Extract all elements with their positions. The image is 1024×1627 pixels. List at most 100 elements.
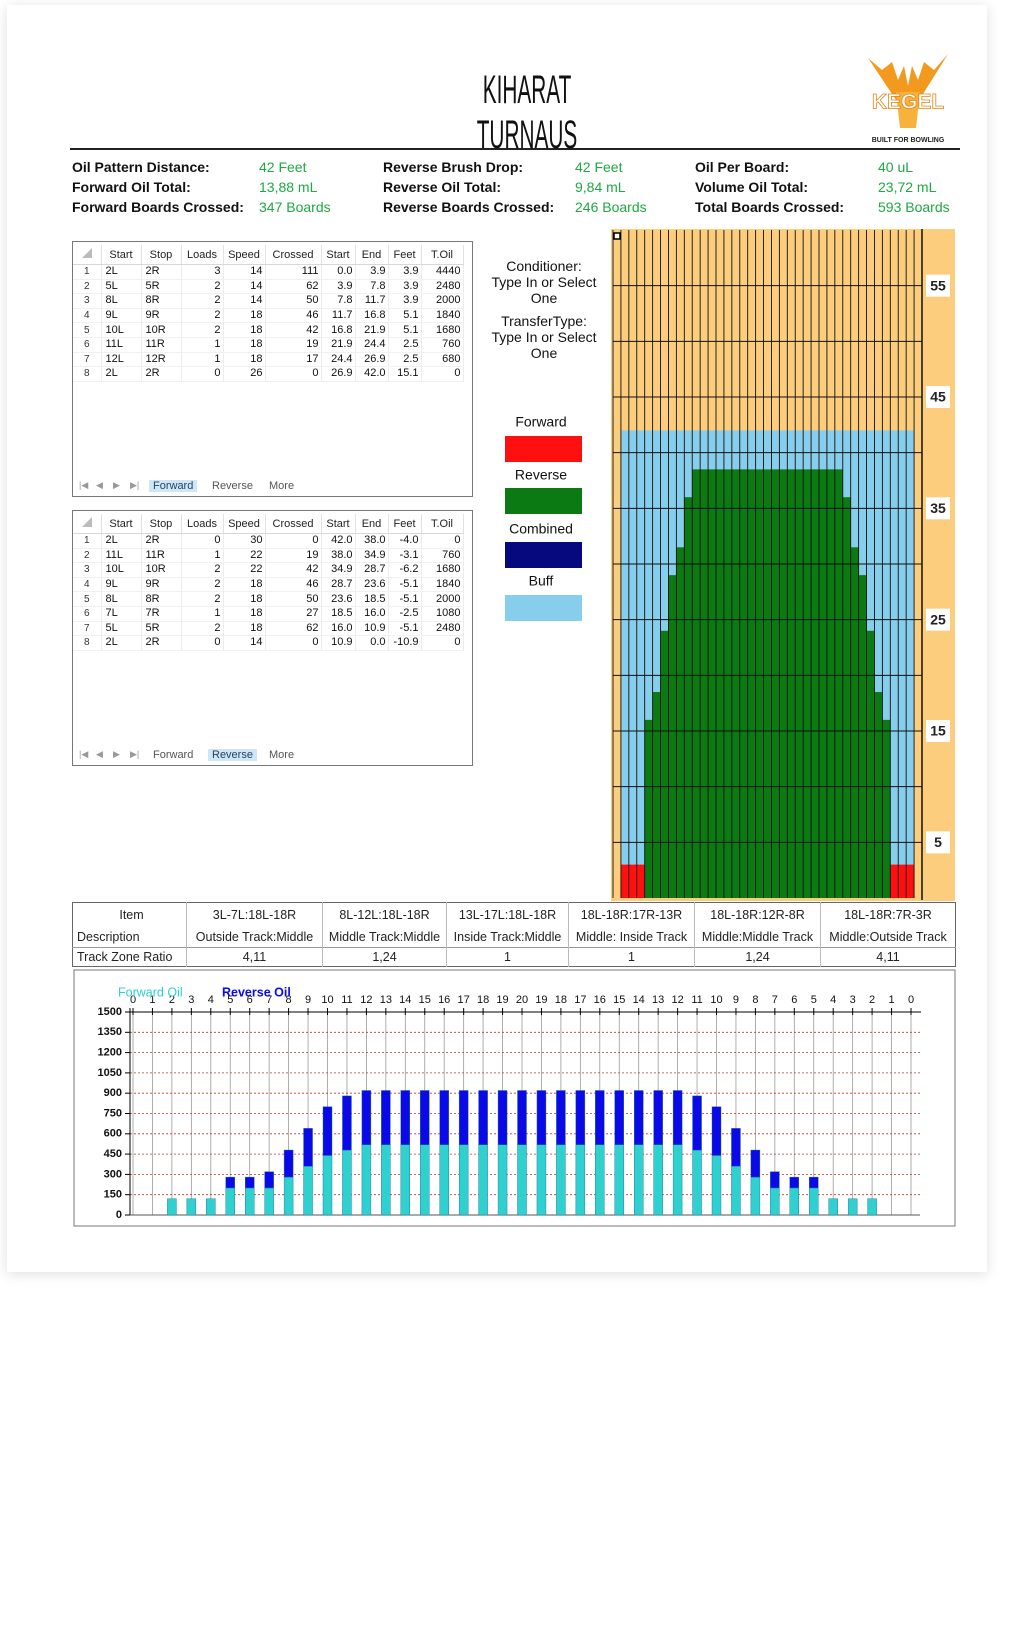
transfer-label: TransferType: — [501, 313, 587, 329]
summary-value: 9,84 mL — [575, 179, 626, 195]
table-cell: 9L — [101, 308, 142, 324]
table-cell: 42 — [265, 562, 322, 578]
tick-label-box — [926, 608, 950, 631]
summary-label: Oil Pattern Distance: — [72, 159, 210, 175]
bar-segment — [692, 1095, 702, 1151]
nav-button[interactable]: |◀ — [79, 480, 89, 490]
sheet-tab[interactable]: Reverse — [208, 749, 257, 761]
table-cell: 7.8 — [355, 279, 389, 295]
board-segment — [716, 469, 724, 898]
board-segment — [811, 469, 819, 898]
legend-label: Buff — [529, 573, 554, 589]
table-row: 3 10L 10R 2 22 42 34.9 28.7 -6.2 1680 — [73, 562, 464, 578]
y-tick-label: 750 — [104, 1107, 122, 1119]
nav-button[interactable]: ◀ — [96, 749, 103, 759]
table-row: 6 11L 11R 1 18 19 21.9 24.4 2.5 760 — [73, 337, 464, 353]
table-cell: 0 — [265, 366, 322, 382]
x-tick-label: 2 — [869, 994, 875, 1006]
sheet-tab[interactable]: More — [269, 749, 295, 761]
table-cell: 0 — [181, 635, 224, 651]
column-header: End — [355, 245, 389, 265]
table-cell: 5R — [141, 279, 182, 295]
bar-segment — [789, 1187, 799, 1216]
row-number: 1 — [73, 533, 102, 549]
board-segment — [644, 430, 653, 898]
summary-label: Volume Oil Total: — [695, 179, 809, 195]
pattern-table: Start Stop Loads Speed Crossed Start End Feet T.… — [73, 245, 464, 382]
column-header: Speed — [223, 514, 266, 534]
y-tick-label: 35 — [930, 500, 946, 516]
nav-button[interactable]: |◀ — [79, 749, 89, 759]
nav-button[interactable]: ▶ — [113, 480, 120, 490]
table-cell: 16.0 — [321, 621, 356, 637]
row-number: 7 — [73, 621, 102, 637]
table-cell: 42.0 — [321, 533, 356, 549]
table-cell: 1680 — [421, 562, 464, 578]
track-zone-cell: 4,11 — [820, 947, 956, 967]
bar-segment — [653, 1144, 663, 1216]
bar-segment — [283, 1176, 294, 1216]
nav-button[interactable]: ▶| — [130, 749, 140, 759]
sheet-tab[interactable]: Reverse — [212, 480, 253, 492]
table-cell: 30 — [223, 533, 266, 549]
table-cell: 12R — [141, 352, 182, 368]
track-zone-row: Track Zone Ratio 4,11 1,24 1 1 1,24 4,11 — [72, 947, 956, 967]
legend-swatch — [505, 542, 582, 568]
board-segment — [723, 469, 732, 898]
transfer-value[interactable]: Type In or Select One — [491, 329, 597, 361]
table-cell: 0.0 — [321, 264, 356, 280]
conditioner-value[interactable]: Type In or Select One — [491, 274, 597, 306]
legend-swatch — [505, 436, 582, 462]
y-tick-label: 15 — [930, 723, 946, 739]
legend-label: Forward — [515, 414, 566, 430]
table-cell: 42 — [265, 322, 322, 338]
corner-icon — [81, 248, 92, 258]
board-segment — [834, 469, 843, 898]
x-tick-label: 12 — [360, 994, 372, 1006]
sheet-tab[interactable]: Forward — [149, 480, 198, 492]
bar-segment — [653, 1090, 663, 1145]
table-cell: 8R — [141, 293, 182, 309]
table-cell: 2L — [101, 366, 142, 382]
column-header: Start — [101, 514, 142, 534]
conditioner-label: Conditioner: — [506, 258, 582, 274]
table-cell: 11R — [141, 548, 182, 564]
column-header: Loads — [181, 245, 224, 265]
nav-button[interactable]: ▶| — [130, 480, 140, 490]
x-tick-label: 20 — [516, 994, 528, 1006]
table-row: 1 2L 2R 0 30 0 42.0 38.0 -4.0 0 — [73, 533, 464, 549]
bar-segment — [711, 1155, 722, 1216]
x-tick-label: 14 — [399, 994, 411, 1006]
summary-label: Reverse Boards Crossed: — [383, 199, 555, 215]
bar-segment — [167, 1198, 177, 1216]
board-segment — [898, 430, 907, 898]
table-cell: -3.1 — [388, 548, 422, 564]
sheet-tab[interactable]: Forward — [153, 749, 194, 761]
bar-segment — [244, 1176, 255, 1189]
nav-button[interactable]: ▶ — [113, 749, 120, 759]
bar-segment — [634, 1144, 644, 1216]
row-number: 8 — [73, 366, 102, 382]
table-cell: -4.0 — [388, 533, 422, 549]
bar-segment — [303, 1128, 313, 1167]
sheet-tabs: |◀ ◀ ▶ ▶| Forward Reverse More — [75, 480, 470, 494]
summary-label: Reverse Brush Drop: — [383, 159, 524, 175]
table-cell: 1680 — [421, 322, 464, 338]
table-cell: 50 — [265, 591, 322, 607]
board-segment — [628, 430, 637, 898]
board-segment — [795, 469, 804, 898]
table-cell: 18.5 — [321, 606, 356, 622]
y-tick-label: 1500 — [98, 1006, 122, 1018]
track-zone-cell: Middle: Inside Track — [568, 926, 695, 948]
sheet-tab[interactable]: More — [269, 480, 295, 492]
x-tick-label: 14 — [633, 994, 645, 1006]
table-cell: 11R — [141, 337, 182, 353]
y-tick-label: 5 — [934, 834, 942, 850]
table-cell: 19 — [265, 337, 322, 353]
bar-segment — [497, 1144, 508, 1216]
table-cell: 46 — [265, 577, 322, 593]
nav-button[interactable]: ◀ — [96, 480, 103, 490]
table-cell: 16.0 — [355, 606, 389, 622]
table-cell: 2.5 — [388, 352, 422, 368]
